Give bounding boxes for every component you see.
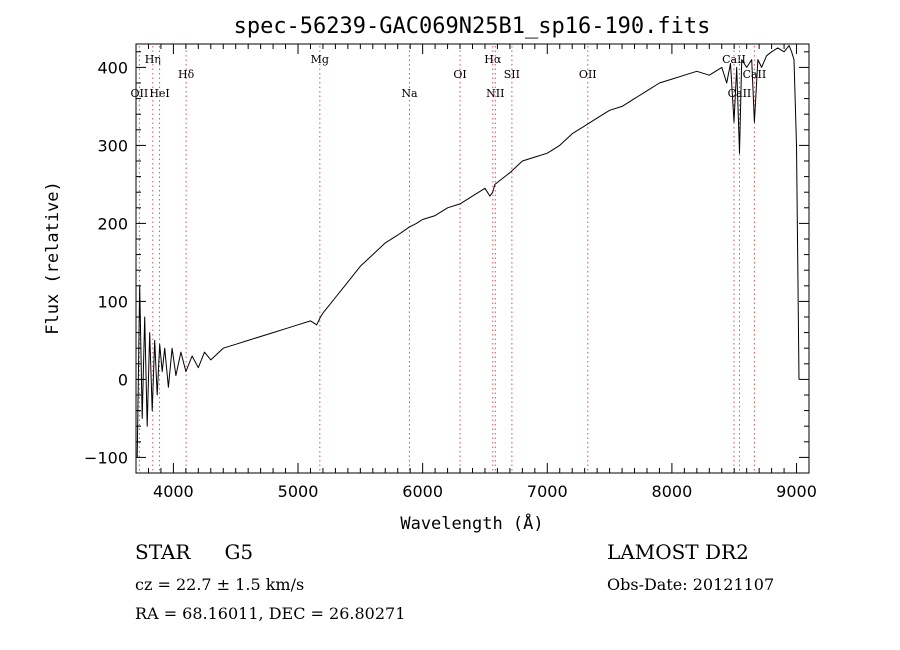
marker-label-10: OII bbox=[579, 68, 597, 81]
marker-label-3: Hδ bbox=[178, 68, 195, 81]
coordinates-readout: RA = 68.16011, DEC = 26.80271 bbox=[135, 604, 406, 623]
x-tick-label-0: 4000 bbox=[153, 482, 194, 501]
y-tick-label-4: 300 bbox=[97, 136, 128, 155]
x-tick-label-2: 6000 bbox=[402, 482, 443, 501]
marker-label-9: SII bbox=[504, 68, 520, 81]
y-tick-label-5: 400 bbox=[97, 58, 128, 77]
y-tick-label-0: −100 bbox=[84, 448, 128, 467]
x-tick-label-4: 8000 bbox=[652, 482, 693, 501]
x-tick-label-1: 5000 bbox=[278, 482, 319, 501]
marker-label-6: OI bbox=[453, 68, 466, 81]
x-axis-label: Wavelength (Å) bbox=[400, 512, 543, 534]
marker-label-13: CaII bbox=[743, 68, 767, 81]
redshift-readout: cz = 22.7 ± 1.5 km/s bbox=[135, 575, 305, 594]
y-tick-label-2: 100 bbox=[97, 292, 128, 311]
y-tick-label-1: 0 bbox=[118, 370, 128, 389]
data-release: LAMOST DR2 bbox=[607, 540, 749, 564]
y-tick-label-3: 200 bbox=[97, 214, 128, 233]
axis-ticks: 4000 5000 6000 7000 8000 9000 −100 0 100 200 300 40… bbox=[84, 44, 817, 501]
spectrum-line-0 bbox=[136, 45, 800, 458]
object-class: STAR G5 bbox=[135, 540, 253, 564]
marker-label-12: CaII bbox=[728, 87, 752, 100]
marker-label-8: NII bbox=[486, 87, 504, 100]
x-tick-label-5: 9000 bbox=[776, 482, 817, 501]
spectrum-series bbox=[136, 45, 800, 458]
x-tick-label-3: 7000 bbox=[527, 482, 568, 501]
marker-label-1: Hη bbox=[145, 53, 161, 66]
marker-label-5: Na bbox=[401, 87, 418, 100]
chart-title: spec-56239-GAC069N25B1_sp16-190.fits bbox=[234, 14, 711, 39]
marker-label-11: CaII bbox=[722, 53, 746, 66]
plot-frame bbox=[135, 43, 810, 474]
class-label: STAR bbox=[135, 540, 191, 564]
subclass-label: G5 bbox=[224, 540, 254, 564]
marker-label-2: HeI bbox=[149, 87, 169, 100]
marker-label-0: OII bbox=[131, 87, 149, 100]
marker-label-4: Mg bbox=[311, 53, 329, 66]
y-axis-label: Flux (relative) bbox=[43, 181, 63, 335]
marker-label-7: Hα bbox=[484, 53, 502, 66]
observation-date: Obs-Date: 20121107 bbox=[607, 575, 775, 594]
